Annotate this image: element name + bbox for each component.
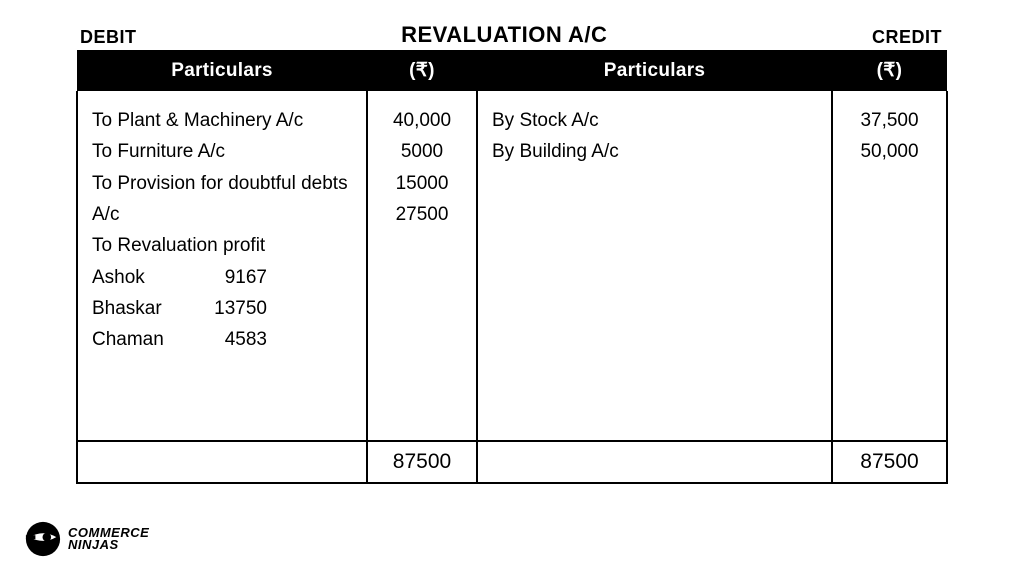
label-debit: DEBIT <box>80 27 137 48</box>
account-table-container: DEBIT REVALUATION A/C CREDIT Particulars… <box>76 22 946 484</box>
debit-amount: 5000 <box>382 136 462 167</box>
brand-text: COMMERCE NINJAS <box>68 527 149 552</box>
share-value: 13750 <box>214 293 267 324</box>
profit-share-row: Bhaskar 13750 <box>92 293 267 324</box>
header-amount-credit: (₹) <box>832 50 947 91</box>
debit-total: 87500 <box>367 441 477 483</box>
debit-particulars-cell: To Plant & Machinery A/c To Furniture A/… <box>77 91 367 441</box>
share-name: Ashok <box>92 262 145 293</box>
ninja-icon <box>24 520 62 558</box>
debit-entry: To Furniture A/c <box>92 136 352 167</box>
profit-share-row: Ashok 9167 <box>92 262 267 293</box>
credit-entry: By Stock A/c <box>492 105 817 136</box>
share-value: 9167 <box>225 262 267 293</box>
revaluation-table: Particulars (₹) Particulars (₹) To Plant… <box>76 50 948 484</box>
total-blank <box>477 441 832 483</box>
header-particulars-debit: Particulars <box>77 50 367 91</box>
share-name: Chaman <box>92 324 164 355</box>
credit-amount-cell: 37,500 50,000 <box>832 91 947 441</box>
brand-line2: NINJAS <box>68 539 149 551</box>
debit-amount-cell: 40,000 5000 15000 27500 <box>367 91 477 441</box>
credit-amount: 37,500 <box>847 105 932 136</box>
table-header-row: Particulars (₹) Particulars (₹) <box>77 50 947 91</box>
credit-total: 87500 <box>832 441 947 483</box>
debit-amount: 15000 <box>382 168 462 199</box>
debit-entry: To Plant & Machinery A/c <box>92 105 352 136</box>
header-particulars-credit: Particulars <box>477 50 832 91</box>
debit-amount: 27500 <box>382 199 462 230</box>
table-body-row: To Plant & Machinery A/c To Furniture A/… <box>77 91 947 441</box>
profit-share-row: Chaman 4583 <box>92 324 267 355</box>
credit-entry: By Building A/c <box>492 136 817 167</box>
credit-amount: 50,000 <box>847 136 932 167</box>
label-credit: CREDIT <box>872 27 942 48</box>
header-amount-debit: (₹) <box>367 50 477 91</box>
share-name: Bhaskar <box>92 293 162 324</box>
title-row: DEBIT REVALUATION A/C CREDIT <box>76 22 946 48</box>
total-blank <box>77 441 367 483</box>
account-title: REVALUATION A/C <box>137 22 873 48</box>
share-value: 4583 <box>225 324 267 355</box>
table-total-row: 87500 87500 <box>77 441 947 483</box>
credit-particulars-cell: By Stock A/c By Building A/c <box>477 91 832 441</box>
debit-entry: To Provision for doubtful debts A/c <box>92 168 352 231</box>
debit-entry: To Revaluation profit <box>92 230 352 261</box>
brand-logo: COMMERCE NINJAS <box>24 520 149 558</box>
debit-amount: 40,000 <box>382 105 462 136</box>
